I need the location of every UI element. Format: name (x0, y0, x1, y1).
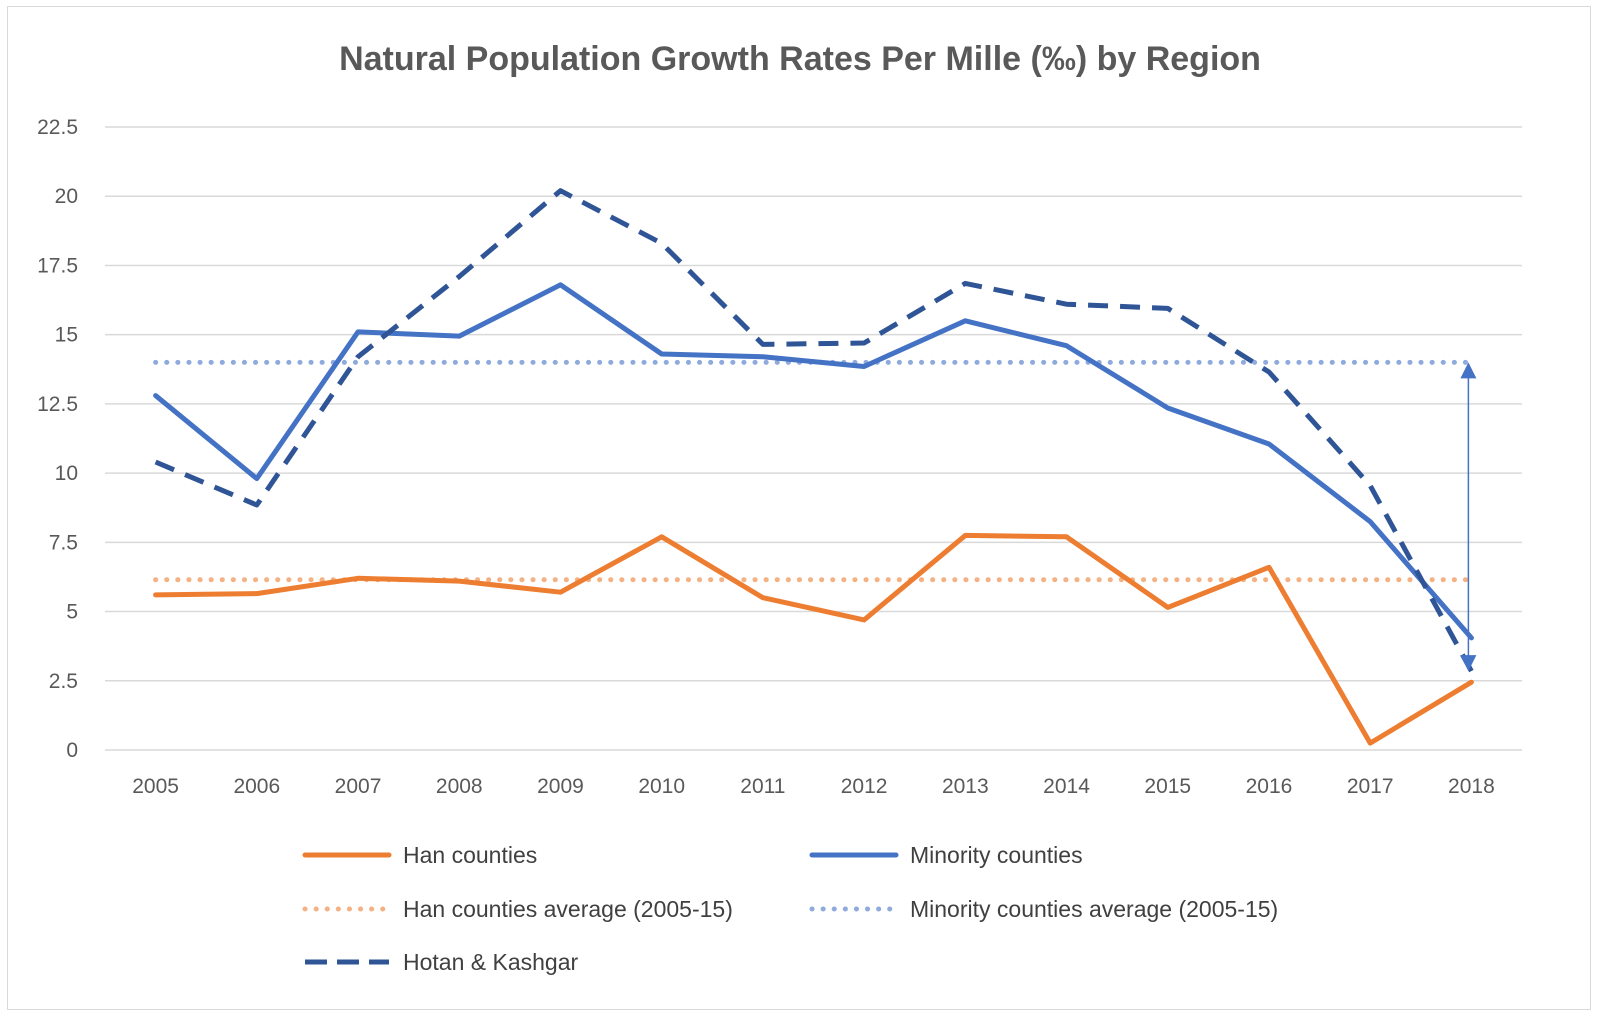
series-line-4 (154, 188, 1474, 673)
annotation-arrowhead-up (1460, 362, 1477, 379)
x-tick-label: 2018 (1448, 775, 1495, 798)
x-tick-label: 2013 (942, 775, 989, 798)
y-tick-label: 0 (66, 739, 78, 762)
x-tick-label: 2009 (537, 775, 584, 798)
y-tick-label: 17.5 (37, 254, 78, 277)
y-tick-label: 10 (55, 462, 78, 485)
y-tick-label: 15 (55, 324, 78, 347)
chart-title: Natural Population Growth Rates Per Mill… (339, 40, 1261, 78)
y-tick-label: 5 (66, 601, 78, 624)
x-tick-label: 2017 (1347, 775, 1394, 798)
x-tick-label: 2011 (740, 775, 785, 798)
series-line-1 (153, 282, 1474, 641)
y-axis-ticks: 0 2.5 5 7.5 10 12.5 15 17.5 20 22.5 (37, 116, 78, 762)
y-tick-label: 12.5 (37, 393, 78, 416)
legend-label: Minority counties (910, 842, 1083, 868)
chart-frame (7, 6, 1591, 1010)
legend-label: Hotan & Kashgar (403, 949, 579, 975)
annotation-arrowhead-down (1460, 655, 1477, 672)
annotations (1460, 362, 1477, 672)
legend-label: Minority counties average (2005-15) (910, 896, 1278, 922)
x-tick-label: 2016 (1246, 775, 1293, 798)
x-tick-label: 2015 (1144, 775, 1191, 798)
legend-label: Han counties (403, 842, 537, 868)
series-line-0 (153, 532, 1474, 746)
x-tick-label: 2012 (841, 775, 888, 798)
x-tick-label: 2005 (132, 775, 179, 798)
x-tick-label: 2010 (638, 775, 685, 798)
y-tick-label: 2.5 (49, 670, 78, 693)
x-tick-label: 2014 (1043, 775, 1090, 798)
legend: Han counties Minority counties Han countie… (302, 842, 1278, 975)
y-tick-label: 7.5 (49, 531, 78, 554)
series-lines (153, 188, 1474, 746)
x-tick-label: 2008 (436, 775, 483, 798)
x-tick-label: 2006 (233, 775, 280, 798)
x-axis-ticks: 2005 2006 2007 2008 2009 2010 2011 2012 2013 2014… (132, 775, 1495, 798)
y-tick-label: 20 (55, 185, 78, 208)
gridlines (105, 126, 1522, 751)
legend-label: Han counties average (2005-15) (403, 896, 733, 922)
y-tick-label: 22.5 (37, 116, 78, 139)
x-tick-label: 2007 (335, 775, 382, 798)
